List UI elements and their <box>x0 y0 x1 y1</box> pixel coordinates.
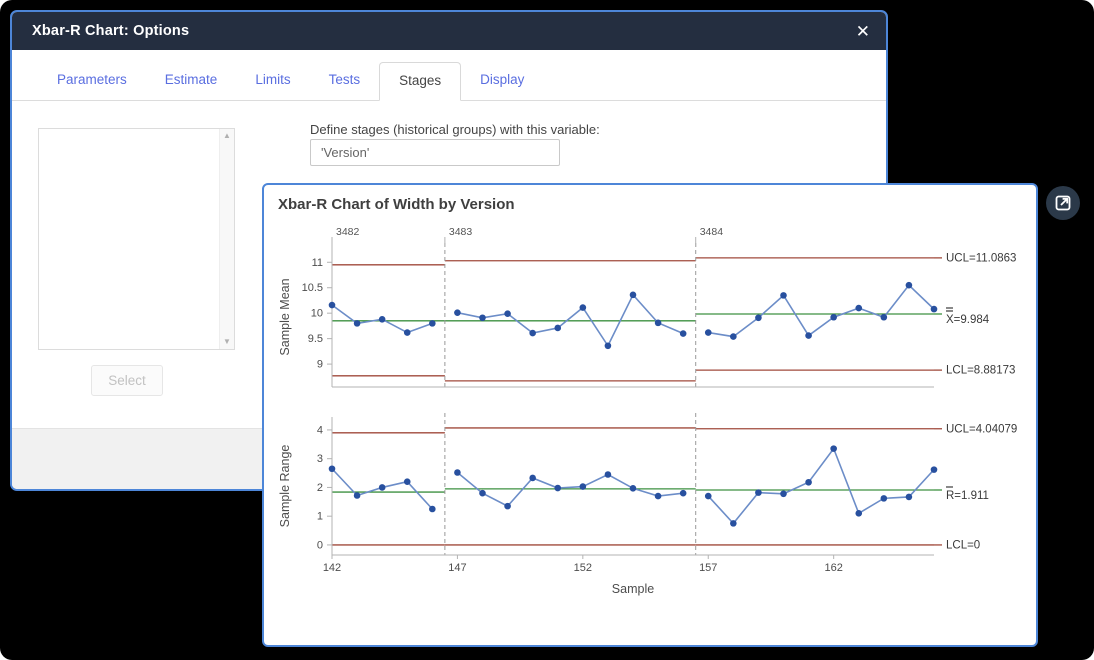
svg-text:9.5: 9.5 <box>308 333 323 345</box>
svg-text:11: 11 <box>312 257 323 269</box>
svg-text:9: 9 <box>317 359 323 371</box>
stage-variable-label: Define stages (historical groups) with t… <box>310 122 600 137</box>
open-in-new-window-button[interactable] <box>1046 186 1080 220</box>
svg-text:3484: 3484 <box>700 226 724 238</box>
svg-text:2: 2 <box>317 482 323 494</box>
dialog-titlebar[interactable]: Xbar-R Chart: Options ✕ <box>12 12 886 50</box>
svg-text:10: 10 <box>311 308 323 320</box>
tab-stages[interactable]: Stages <box>379 62 462 101</box>
dialog-title: Xbar-R Chart: Options <box>32 23 190 39</box>
svg-text:LCL=0: LCL=0 <box>946 539 980 551</box>
close-icon[interactable]: ✕ <box>855 21 870 41</box>
svg-text:Sample: Sample <box>612 582 654 596</box>
svg-text:142: 142 <box>323 562 341 574</box>
tab-limits[interactable]: Limits <box>255 72 291 87</box>
svg-text:1: 1 <box>317 511 323 523</box>
svg-text:147: 147 <box>448 562 466 574</box>
svg-text:UCL=11.0863: UCL=11.0863 <box>946 252 1016 264</box>
listbox-scrollbar[interactable]: ▲ ▼ <box>219 129 234 349</box>
scroll-up-icon[interactable]: ▲ <box>223 131 231 140</box>
scroll-down-icon[interactable]: ▼ <box>223 337 231 346</box>
chart-window: Xbar-R Chart of Width by Version 9 9.5 10 1… <box>262 183 1038 647</box>
stage-variable-listbox[interactable]: ▲ ▼ <box>38 128 235 350</box>
svg-text:3482: 3482 <box>336 226 360 238</box>
svg-text:3483: 3483 <box>449 226 473 238</box>
chart-title: Xbar-R Chart of Width by Version <box>278 196 515 213</box>
tab-parameters[interactable]: Parameters <box>57 72 127 87</box>
svg-text:0: 0 <box>317 539 323 551</box>
stage-variable-value: 'Version' <box>321 145 370 160</box>
svg-text:X=9.984: X=9.984 <box>946 314 990 326</box>
svg-text:UCL=4.04079: UCL=4.04079 <box>946 423 1017 435</box>
tab-display[interactable]: Display <box>480 72 525 87</box>
svg-text:Sample Mean: Sample Mean <box>278 278 292 355</box>
stage-variable-input[interactable]: 'Version' <box>310 139 560 166</box>
select-button[interactable]: Select <box>91 365 163 396</box>
svg-text:4: 4 <box>317 424 323 436</box>
tab-strip: Parameters Estimate Limits Tests Stages Displ… <box>12 62 886 101</box>
svg-text:152: 152 <box>574 562 592 574</box>
svg-text:162: 162 <box>824 562 842 574</box>
tab-tests[interactable]: Tests <box>328 72 361 87</box>
svg-text:R=1.911: R=1.911 <box>946 490 989 502</box>
tab-estimate[interactable]: Estimate <box>164 72 218 87</box>
svg-text:Sample Range: Sample Range <box>278 445 292 528</box>
svg-text:LCL=8.88173: LCL=8.88173 <box>946 365 1015 377</box>
svg-text:3: 3 <box>317 453 323 465</box>
open-in-new-window-icon <box>1055 195 1071 211</box>
svg-text:157: 157 <box>699 562 717 574</box>
svg-text:10.5: 10.5 <box>302 282 323 294</box>
